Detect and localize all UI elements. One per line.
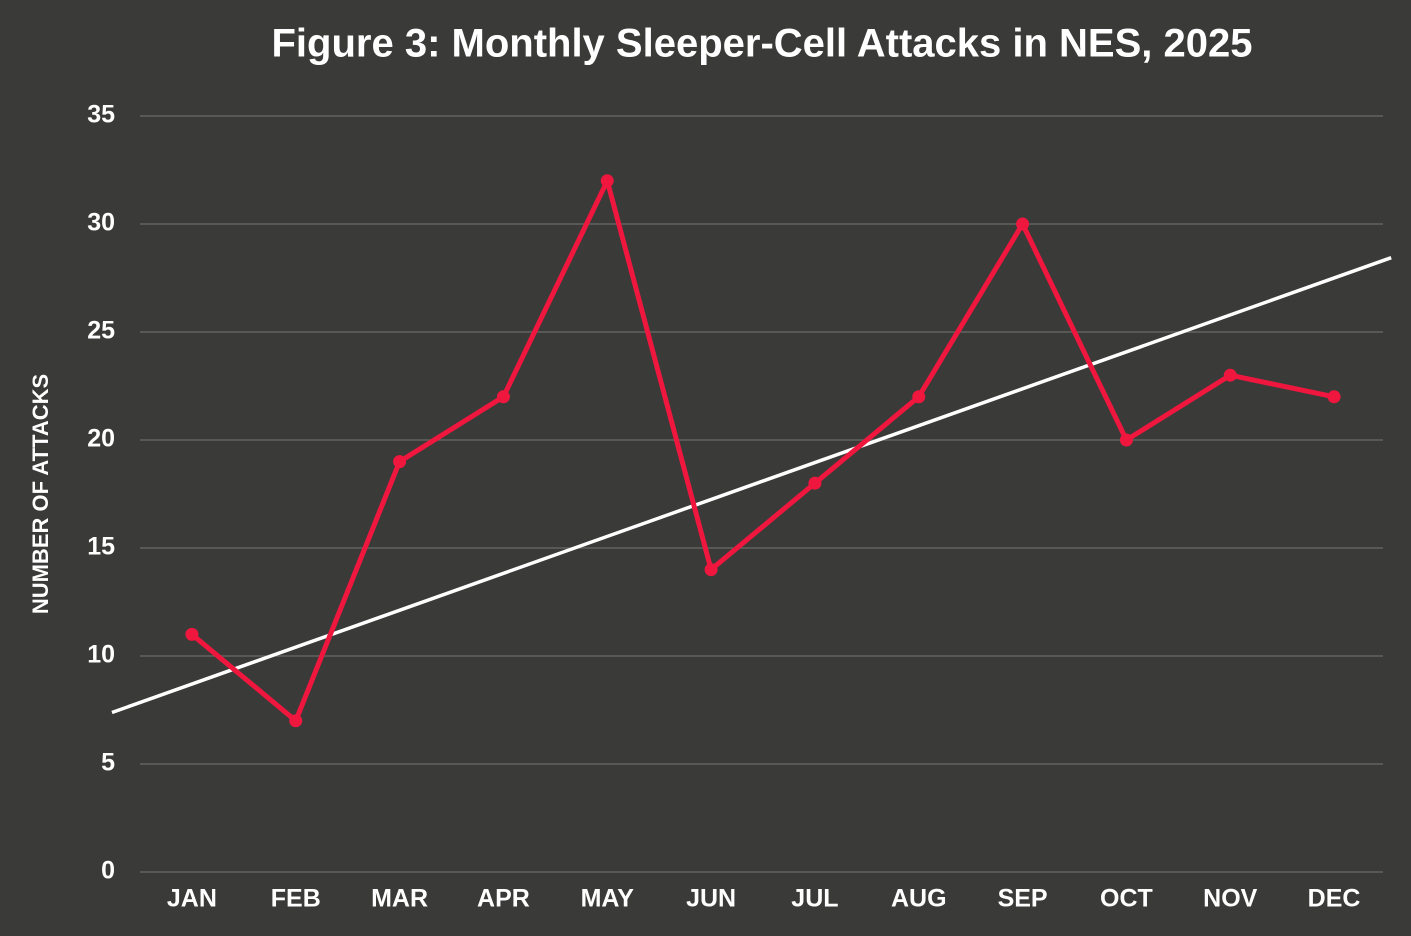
data-line <box>190 178 1335 724</box>
data-point <box>393 455 407 469</box>
data-point <box>1223 368 1237 382</box>
y-tick-label: 35 <box>87 101 115 129</box>
data-point <box>1119 433 1133 447</box>
data-point <box>1327 390 1341 404</box>
y-tick-label: 20 <box>87 425 115 453</box>
x-tick-label: AUG <box>891 885 947 913</box>
x-tick-label: DEC <box>1308 885 1361 913</box>
y-tick-label: 15 <box>87 533 115 561</box>
data-point <box>912 390 926 404</box>
x-tick-label: SEP <box>998 885 1048 913</box>
x-tick-label: MAR <box>371 885 428 913</box>
y-tick-label: 30 <box>87 209 115 237</box>
x-tick-label: MAY <box>581 885 635 913</box>
y-tick-label: 0 <box>101 857 115 885</box>
y-tick-label: 5 <box>101 749 115 777</box>
data-point <box>496 390 510 404</box>
data-point <box>600 174 614 188</box>
data-point <box>1016 217 1030 231</box>
x-tick-label: JUL <box>791 885 838 913</box>
data-point <box>704 563 718 577</box>
x-tick-label: OCT <box>1100 885 1153 913</box>
y-axis-label: NUMBER OF ATTACKS <box>28 374 53 614</box>
trend-line <box>111 256 1392 715</box>
x-tick-label: JAN <box>167 885 217 913</box>
x-tick-label: JUN <box>686 885 736 913</box>
data-point <box>808 476 822 490</box>
data-point <box>185 627 199 641</box>
data-point <box>289 714 303 728</box>
x-tick-label: NOV <box>1203 885 1258 913</box>
x-tick-label: FEB <box>271 885 321 913</box>
x-tick-label: APR <box>477 885 530 913</box>
chart-title: Figure 3: Monthly Sleeper-Cell Attacks i… <box>271 22 1252 66</box>
y-tick-label: 25 <box>87 317 115 345</box>
y-tick-label: 10 <box>87 641 115 669</box>
